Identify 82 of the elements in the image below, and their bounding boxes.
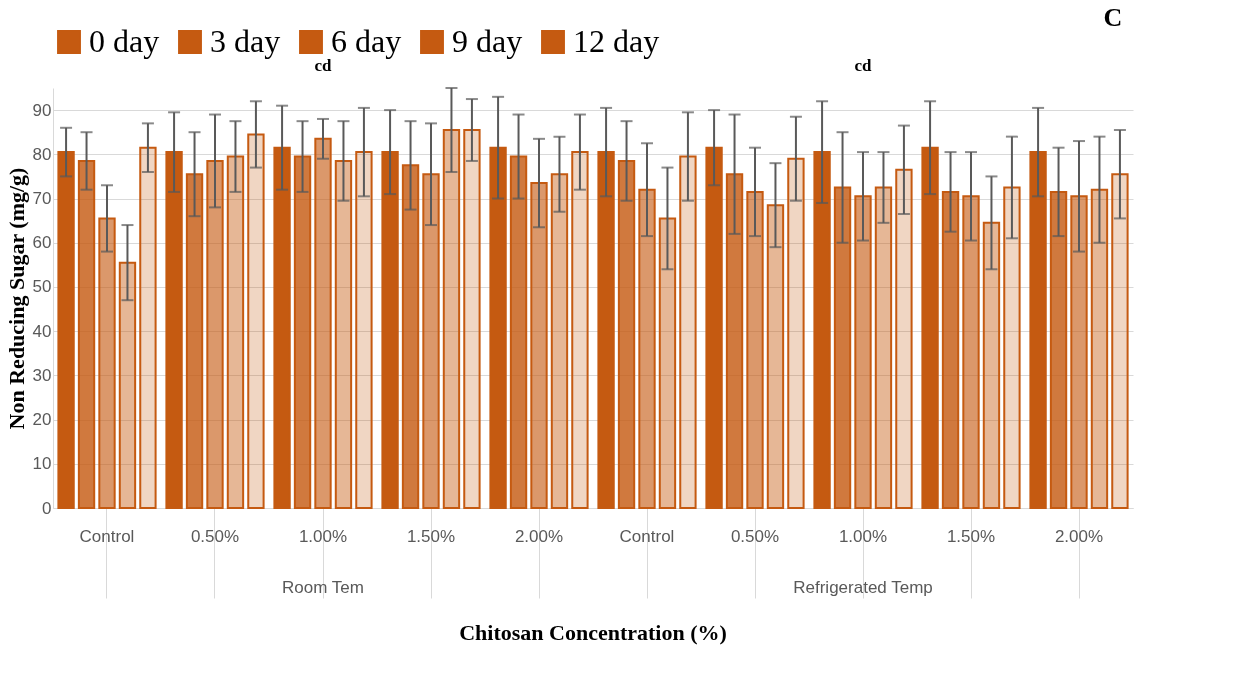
text: C [1103, 3, 1123, 32]
y-tick-label: 20 [32, 410, 52, 430]
y-tick-label: 60 [32, 233, 52, 253]
bar [1070, 195, 1088, 509]
bar [530, 182, 548, 509]
text: Refrigerated Temp [793, 578, 933, 597]
bar [206, 159, 224, 509]
bar [921, 146, 939, 509]
bar [247, 133, 265, 509]
y-tick-label: 50 [32, 277, 52, 297]
x-tick-label: 1.00% [298, 526, 348, 546]
bar [833, 186, 852, 509]
bar [77, 159, 96, 509]
bar [597, 151, 615, 509]
x-tick-label: 0.50% [190, 526, 240, 546]
bar [550, 173, 569, 509]
y-tick-label: 90 [32, 100, 52, 120]
legend-label: 0 day [89, 23, 160, 59]
bar [679, 155, 697, 509]
bar [658, 217, 677, 509]
bar [962, 195, 980, 509]
bar [422, 173, 440, 509]
bar [314, 137, 332, 509]
legend-label: 6 day [331, 23, 402, 59]
bar [381, 151, 399, 509]
bar [509, 155, 528, 509]
bar [139, 146, 157, 509]
y-tick-label: 40 [32, 321, 52, 341]
x-tick-label: 1.50% [946, 526, 996, 546]
bar [355, 151, 373, 509]
x-axis-title: Chitosan Concentration (%) [459, 620, 727, 645]
bar [489, 146, 507, 509]
text: Room Tem [282, 578, 364, 597]
bar [463, 129, 481, 509]
x-tick-label: 1.50% [406, 526, 456, 546]
y-tick-label: 10 [32, 454, 52, 474]
text: cd [314, 56, 333, 75]
bar [746, 190, 764, 509]
legend-label: 12 day [573, 23, 660, 59]
bar [1049, 190, 1068, 509]
bar [571, 151, 589, 509]
x-tick-label: 1.00% [838, 526, 888, 546]
y-tick-label: 80 [32, 144, 52, 164]
bar [226, 155, 245, 509]
x-tick-label: 2.00% [514, 526, 564, 546]
bar [1029, 151, 1047, 509]
bar [725, 173, 744, 509]
bar [941, 190, 960, 509]
legend-label: 3 day [210, 23, 281, 59]
x-tick-label: 2.00% [1054, 526, 1104, 546]
bar [401, 164, 420, 509]
x-tick-label: Control [79, 526, 135, 546]
bar [185, 173, 204, 509]
y-axis-title: Non Reducing Sugar (mg/g) [3, 167, 29, 430]
bar [118, 261, 137, 509]
bar [705, 146, 723, 509]
bar [638, 188, 656, 509]
bar [293, 155, 312, 509]
bar [982, 221, 1001, 509]
y-tick-label: 70 [32, 189, 52, 209]
bar [273, 146, 291, 509]
bar [442, 129, 461, 509]
bar [1090, 188, 1109, 509]
y-tick-label: 0 [42, 498, 52, 518]
text: cd [854, 56, 873, 75]
legend-label: 9 day [452, 23, 523, 59]
bar [854, 195, 872, 509]
bar [334, 159, 353, 509]
bar [787, 157, 805, 509]
bar [57, 151, 75, 509]
y-tick-label: 30 [32, 365, 52, 385]
bar [1111, 173, 1129, 509]
bar [895, 168, 913, 509]
bar [813, 151, 831, 509]
x-tick-label: Control [619, 526, 675, 546]
bar [165, 151, 183, 509]
bar [874, 186, 893, 509]
x-tick-label: 0.50% [730, 526, 780, 546]
bar [1003, 186, 1021, 509]
bar [766, 204, 785, 509]
bar [98, 217, 116, 509]
bar [617, 159, 636, 509]
